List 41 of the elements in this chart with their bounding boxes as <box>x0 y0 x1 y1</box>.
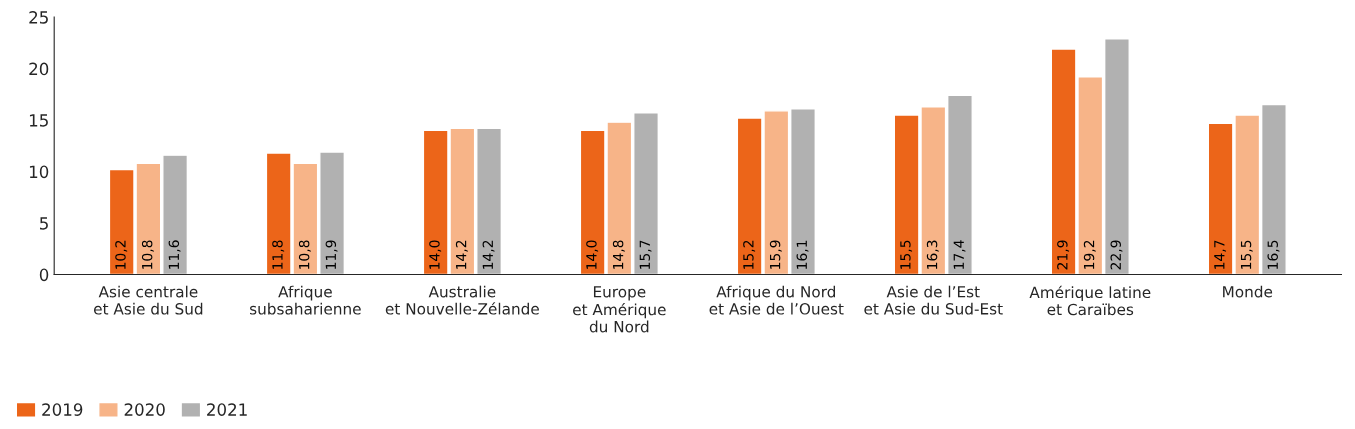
data-label: 16,3 <box>926 240 939 269</box>
data-label: 15,5 <box>900 240 913 269</box>
data-label: 10,8 <box>298 240 311 269</box>
data-label: 14,0 <box>429 240 442 269</box>
data-label: 11,9 <box>325 240 338 269</box>
data-label: 19,2 <box>1083 240 1096 269</box>
y-tick-label: 5 <box>40 217 48 230</box>
legend-label: 2020 <box>124 403 165 416</box>
data-label: 14,2 <box>482 240 495 269</box>
legend-label: 2021 <box>207 403 247 416</box>
data-label: 15,7 <box>639 240 652 269</box>
data-label: 22,9 <box>1110 240 1123 270</box>
data-label: 15,9 <box>769 240 782 269</box>
y-tick-label: 10 <box>29 165 49 179</box>
data-label: 14,0 <box>586 240 599 269</box>
x-tick-label: Afrique du Nord et Asie de l’Ouest <box>709 285 844 315</box>
y-tick-label: 25 <box>29 11 48 24</box>
data-label: 15,2 <box>743 240 756 269</box>
data-label: 15,5 <box>1240 240 1253 269</box>
data-label: 14,2 <box>455 240 468 269</box>
data-label: 16,1 <box>796 240 809 269</box>
legend-label: 2019 <box>42 403 83 416</box>
data-label: 17,4 <box>953 240 966 269</box>
x-tick-label: Australie et Nouvelle-Zélande <box>385 285 539 315</box>
x-tick-label: Monde <box>1223 285 1273 298</box>
x-tick-label: Asie de l’Est et Asie du Sud-Est <box>864 285 1003 315</box>
data-label: 10,8 <box>141 240 154 269</box>
data-label: 10,2 <box>115 240 128 269</box>
data-label: 14,8 <box>612 240 625 269</box>
y-tick-label: 20 <box>29 62 49 76</box>
data-label: 11,8 <box>272 240 285 269</box>
x-tick-label: Asie centrale et Asie du Sud <box>94 285 203 315</box>
y-tick-label: 15 <box>29 114 48 127</box>
y-tick-label: 0 <box>39 268 49 282</box>
data-label: 11,6 <box>168 240 181 269</box>
data-label: 14,7 <box>1214 240 1227 269</box>
x-tick-label: Amérique latine et Caraïbes <box>1029 285 1151 316</box>
data-label: 21,9 <box>1057 240 1070 270</box>
x-tick-label: Afrique subsaharienne <box>250 285 361 315</box>
data-label: 16,5 <box>1267 240 1280 269</box>
x-tick-label: Europe et Amérique du Nord <box>573 286 666 333</box>
